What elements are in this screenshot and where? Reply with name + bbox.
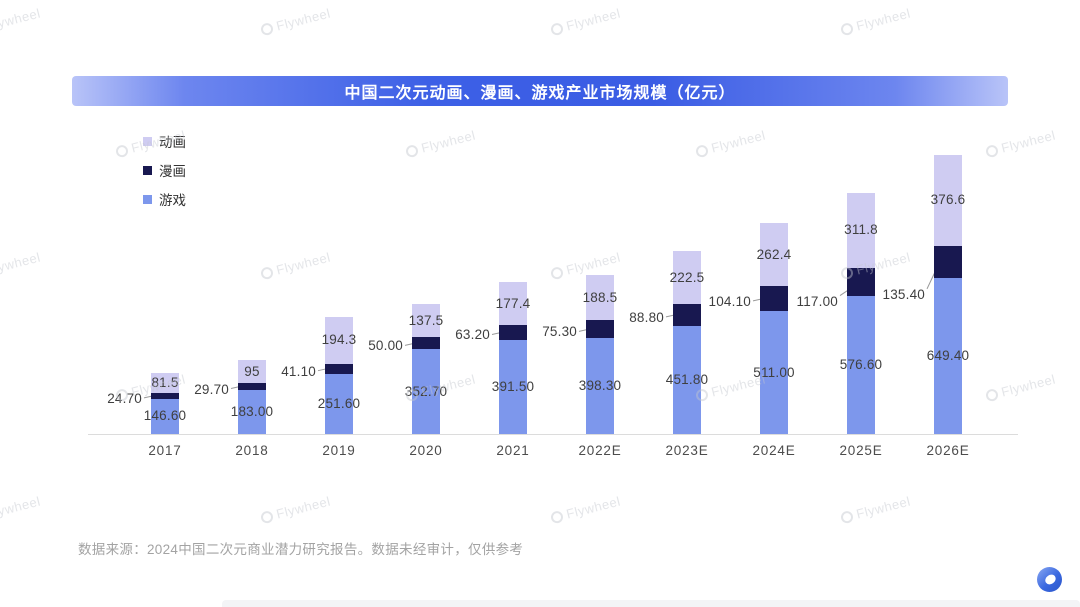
value-label-2025E-game: 576.60 [839,356,883,372]
chart-legend: 动画 漫画 游戏 [143,133,186,220]
value-label-2024E-anime: 262.4 [756,246,792,262]
value-label-2019-comic: 41.10 [281,363,316,379]
legend-label-comic: 漫画 [159,164,186,179]
value-label-2021-comic: 63.20 [455,327,490,343]
x-tick-2026E: 2026E [926,443,970,458]
bar-2018 [238,360,266,434]
value-label-2018-game: 183.00 [230,404,274,420]
source-note: 数据来源：2024中国二次元商业潜力研究报告。数据未经审计，仅供参考 [78,542,524,557]
value-label-2018-comic: 29.70 [194,381,229,397]
bar-2019 [325,317,353,434]
value-label-2022E-game: 398.30 [578,378,622,394]
x-tick-2018: 2018 [235,443,269,458]
legend-item-game: 游戏 [143,191,186,208]
bar-2022E [586,275,614,434]
bar-2022E-anime-segment [586,275,614,321]
bar-2022E-comic-segment [586,320,614,339]
bar-2021-anime-segment [499,282,527,325]
value-label-2019-anime: 194.3 [321,332,357,348]
bottom-strip [222,600,1080,607]
bar-2023E-comic-segment [673,304,701,326]
bar-2019-game-segment [325,373,353,434]
bar-2017-anime-segment [151,373,179,393]
value-label-2020-comic: 50.00 [368,338,403,354]
value-label-2024E-game: 511.00 [753,364,795,380]
bar-2025E-anime-segment [847,192,875,268]
bar-2023E-anime-segment [673,250,701,305]
bar-2020 [412,304,440,434]
value-label-2020-anime: 137.5 [408,312,444,328]
x-tick-2022E: 2022E [578,443,622,458]
bar-2021-game-segment [499,340,527,434]
legend-swatch-comic [143,165,152,175]
bar-2024E-game-segment [760,311,788,434]
flywheel-swirl-icon [1037,567,1062,592]
bar-2019-anime-segment [325,317,353,364]
x-tick-2017: 2017 [148,443,182,458]
value-label-2024E-comic: 104.10 [708,293,751,309]
value-label-2026E-comic: 135.40 [882,286,925,302]
x-tick-2025E: 2025E [839,443,883,458]
bar-2020-game-segment [412,349,440,434]
bar-2026E-comic-segment [934,245,962,279]
bar-2024E [760,223,788,434]
bar-2021 [499,282,527,434]
x-tick-2019: 2019 [322,443,356,458]
x-tick-2021: 2021 [496,443,530,458]
value-label-2026E-anime: 376.6 [930,192,966,208]
value-label-2022E-anime: 188.5 [582,289,618,305]
bar-2026E-game-segment [934,278,962,434]
bar-2018-comic-segment [238,382,266,391]
value-label-2023E-anime: 222.5 [669,269,705,285]
bar-2024E-anime-segment [760,223,788,287]
bar-2024E-comic-segment [760,286,788,312]
bar-2017-game-segment [151,398,179,434]
x-axis-line [88,434,1018,435]
value-label-2018-anime: 95 [244,363,260,379]
legend-label-anime: 动画 [159,135,186,150]
chart-title-bar: 中国二次元动画、漫画、游戏产业市场规模（亿元） [72,76,1008,106]
x-tick-2023E: 2023E [665,443,709,458]
value-label-2019-game: 251.60 [317,395,361,411]
bar-2022E-game-segment [586,338,614,434]
bar-2026E-anime-segment [934,155,962,246]
bar-2019-comic-segment [325,363,353,374]
value-label-2017-anime: 81.5 [151,375,179,391]
bar-2018-anime-segment [238,360,266,383]
value-label-2021-game: 391.50 [491,379,535,395]
value-label-2023E-game: 451.80 [665,371,709,387]
bar-2026E [934,155,962,434]
bar-2023E [673,250,701,434]
value-label-2021-anime: 177.4 [495,295,531,311]
bar-2018-game-segment [238,390,266,434]
value-label-2025E-comic: 117.00 [796,293,838,309]
value-label-2020-game: 352.70 [404,383,448,399]
value-label-2017-game: 146.60 [143,408,187,424]
value-label-2022E-comic: 75.30 [542,324,577,340]
bar-2025E-comic-segment [847,267,875,296]
x-tick-2024E: 2024E [752,443,796,458]
bar-2017-comic-segment [151,392,179,399]
legend-swatch-anime [143,136,152,146]
bar-2025E [847,192,875,434]
value-label-2025E-anime: 311.8 [844,222,878,238]
bar-2020-anime-segment [412,304,440,338]
chart-title: 中国二次元动画、漫画、游戏产业市场规模（亿元） [344,85,736,102]
bar-2017 [151,373,179,434]
x-tick-2020: 2020 [409,443,443,458]
legend-swatch-game [143,194,152,204]
value-label-2017-comic: 24.70 [107,390,142,406]
bar-2023E-game-segment [673,325,701,434]
flywheel-swirl-hole [1043,572,1058,587]
value-label-2026E-game: 649.40 [926,348,970,364]
legend-item-anime: 动画 [143,133,186,150]
legend-label-game: 游戏 [159,193,186,208]
bar-2025E-game-segment [847,295,875,434]
value-label-2023E-comic: 88.80 [629,309,664,325]
bar-2021-comic-segment [499,324,527,340]
bar-2020-comic-segment [412,337,440,350]
legend-item-comic: 漫画 [143,162,186,179]
